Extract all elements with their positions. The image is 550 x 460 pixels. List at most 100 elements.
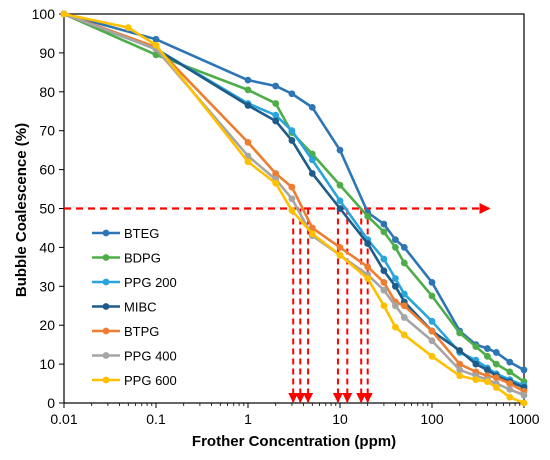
x-tick-label: 0.1 <box>146 411 166 427</box>
data-point <box>364 263 372 271</box>
data-point <box>483 378 491 386</box>
reference-lines-layer <box>64 203 491 403</box>
series-ppg-600 <box>60 10 528 407</box>
data-point <box>336 181 344 189</box>
data-point <box>364 212 372 220</box>
data-point <box>428 352 436 360</box>
legend-swatch-marker <box>102 278 110 286</box>
data-point <box>456 329 464 337</box>
data-point <box>428 317 436 325</box>
data-point <box>244 158 252 166</box>
data-point <box>520 399 528 407</box>
data-point <box>364 240 372 247</box>
data-point <box>308 156 316 164</box>
data-point <box>391 236 399 244</box>
data-point <box>308 224 316 232</box>
legend-label: BDPG <box>124 251 161 266</box>
data-point <box>288 127 296 135</box>
data-point <box>124 24 132 32</box>
data-point <box>380 286 388 294</box>
x-tick-label: 1 <box>244 411 252 427</box>
y-axis-title: Bubble Coalescence (%) <box>13 123 30 297</box>
legend-swatch-marker <box>102 254 110 261</box>
y-tick-label: 60 <box>39 162 55 178</box>
legend-item: BTPG <box>92 324 159 339</box>
data-point <box>492 349 500 356</box>
data-point <box>391 275 399 282</box>
legend-label: PPG 200 <box>124 275 177 290</box>
legend-swatch-marker <box>102 303 110 310</box>
y-tick-label: 30 <box>39 278 55 294</box>
legend-swatch-marker <box>102 327 110 335</box>
data-point <box>380 267 388 275</box>
data-point <box>288 137 296 144</box>
y-tick-label: 20 <box>39 317 55 333</box>
data-point <box>428 292 436 300</box>
data-point <box>244 76 252 84</box>
x-tick-label: 100 <box>420 411 444 427</box>
legend-swatch-marker <box>102 229 110 237</box>
legend-layer: BTEG BDPG PPG 200 MIBC BTPG PPG 400 PPG 600 <box>92 226 177 388</box>
y-tick-label: 40 <box>39 239 55 255</box>
y-tick-label: 70 <box>39 123 55 139</box>
data-point <box>336 205 344 212</box>
data-point <box>288 183 296 191</box>
data-point <box>483 366 491 374</box>
legend-item: PPG 600 <box>92 373 177 388</box>
data-point <box>364 275 372 282</box>
data-point <box>400 314 408 321</box>
data-point <box>308 103 316 111</box>
data-point <box>506 368 514 376</box>
data-point <box>456 360 464 368</box>
legend-label: PPG 600 <box>124 373 177 388</box>
data-point <box>152 35 160 43</box>
data-point <box>492 374 500 382</box>
data-point <box>472 376 480 384</box>
data-point <box>336 197 344 205</box>
y-tick-label: 80 <box>39 84 55 100</box>
data-point <box>520 366 528 374</box>
legend-item: BTEG <box>92 226 159 241</box>
data-point <box>506 393 514 401</box>
data-point <box>380 255 388 263</box>
series-layer <box>60 10 528 407</box>
data-point <box>472 343 480 350</box>
data-point <box>152 51 160 59</box>
legend-label: PPG 400 <box>124 349 177 364</box>
data-point <box>506 358 514 366</box>
data-point <box>272 111 280 119</box>
data-point <box>288 195 296 203</box>
legend-swatch-marker <box>102 352 110 359</box>
data-point <box>272 179 280 187</box>
data-point <box>380 279 388 286</box>
data-point <box>456 372 464 380</box>
series-ppg-200 <box>60 10 528 389</box>
data-point <box>400 244 408 251</box>
legend-label: BTPG <box>124 324 159 339</box>
y-tick-label: 0 <box>47 395 55 411</box>
data-point <box>308 230 316 238</box>
data-point <box>272 117 280 125</box>
legend-label: MIBC <box>124 300 157 315</box>
data-point <box>391 244 399 251</box>
legend-item: PPG 200 <box>92 275 177 290</box>
y-tick-label: 100 <box>32 6 56 22</box>
data-point <box>506 385 514 393</box>
y-tick-label: 10 <box>39 356 55 372</box>
data-point <box>456 366 464 374</box>
data-point <box>400 331 408 339</box>
data-point <box>456 347 464 354</box>
data-point <box>288 90 296 98</box>
data-point <box>391 282 399 290</box>
data-point <box>492 384 500 391</box>
data-point <box>244 138 252 146</box>
legend-label: BTEG <box>124 226 159 241</box>
data-point <box>308 170 316 177</box>
data-point <box>506 380 514 387</box>
series-mibc <box>60 10 528 391</box>
y-tick-label: 90 <box>39 45 55 61</box>
data-point <box>483 352 491 360</box>
data-point <box>288 207 296 214</box>
